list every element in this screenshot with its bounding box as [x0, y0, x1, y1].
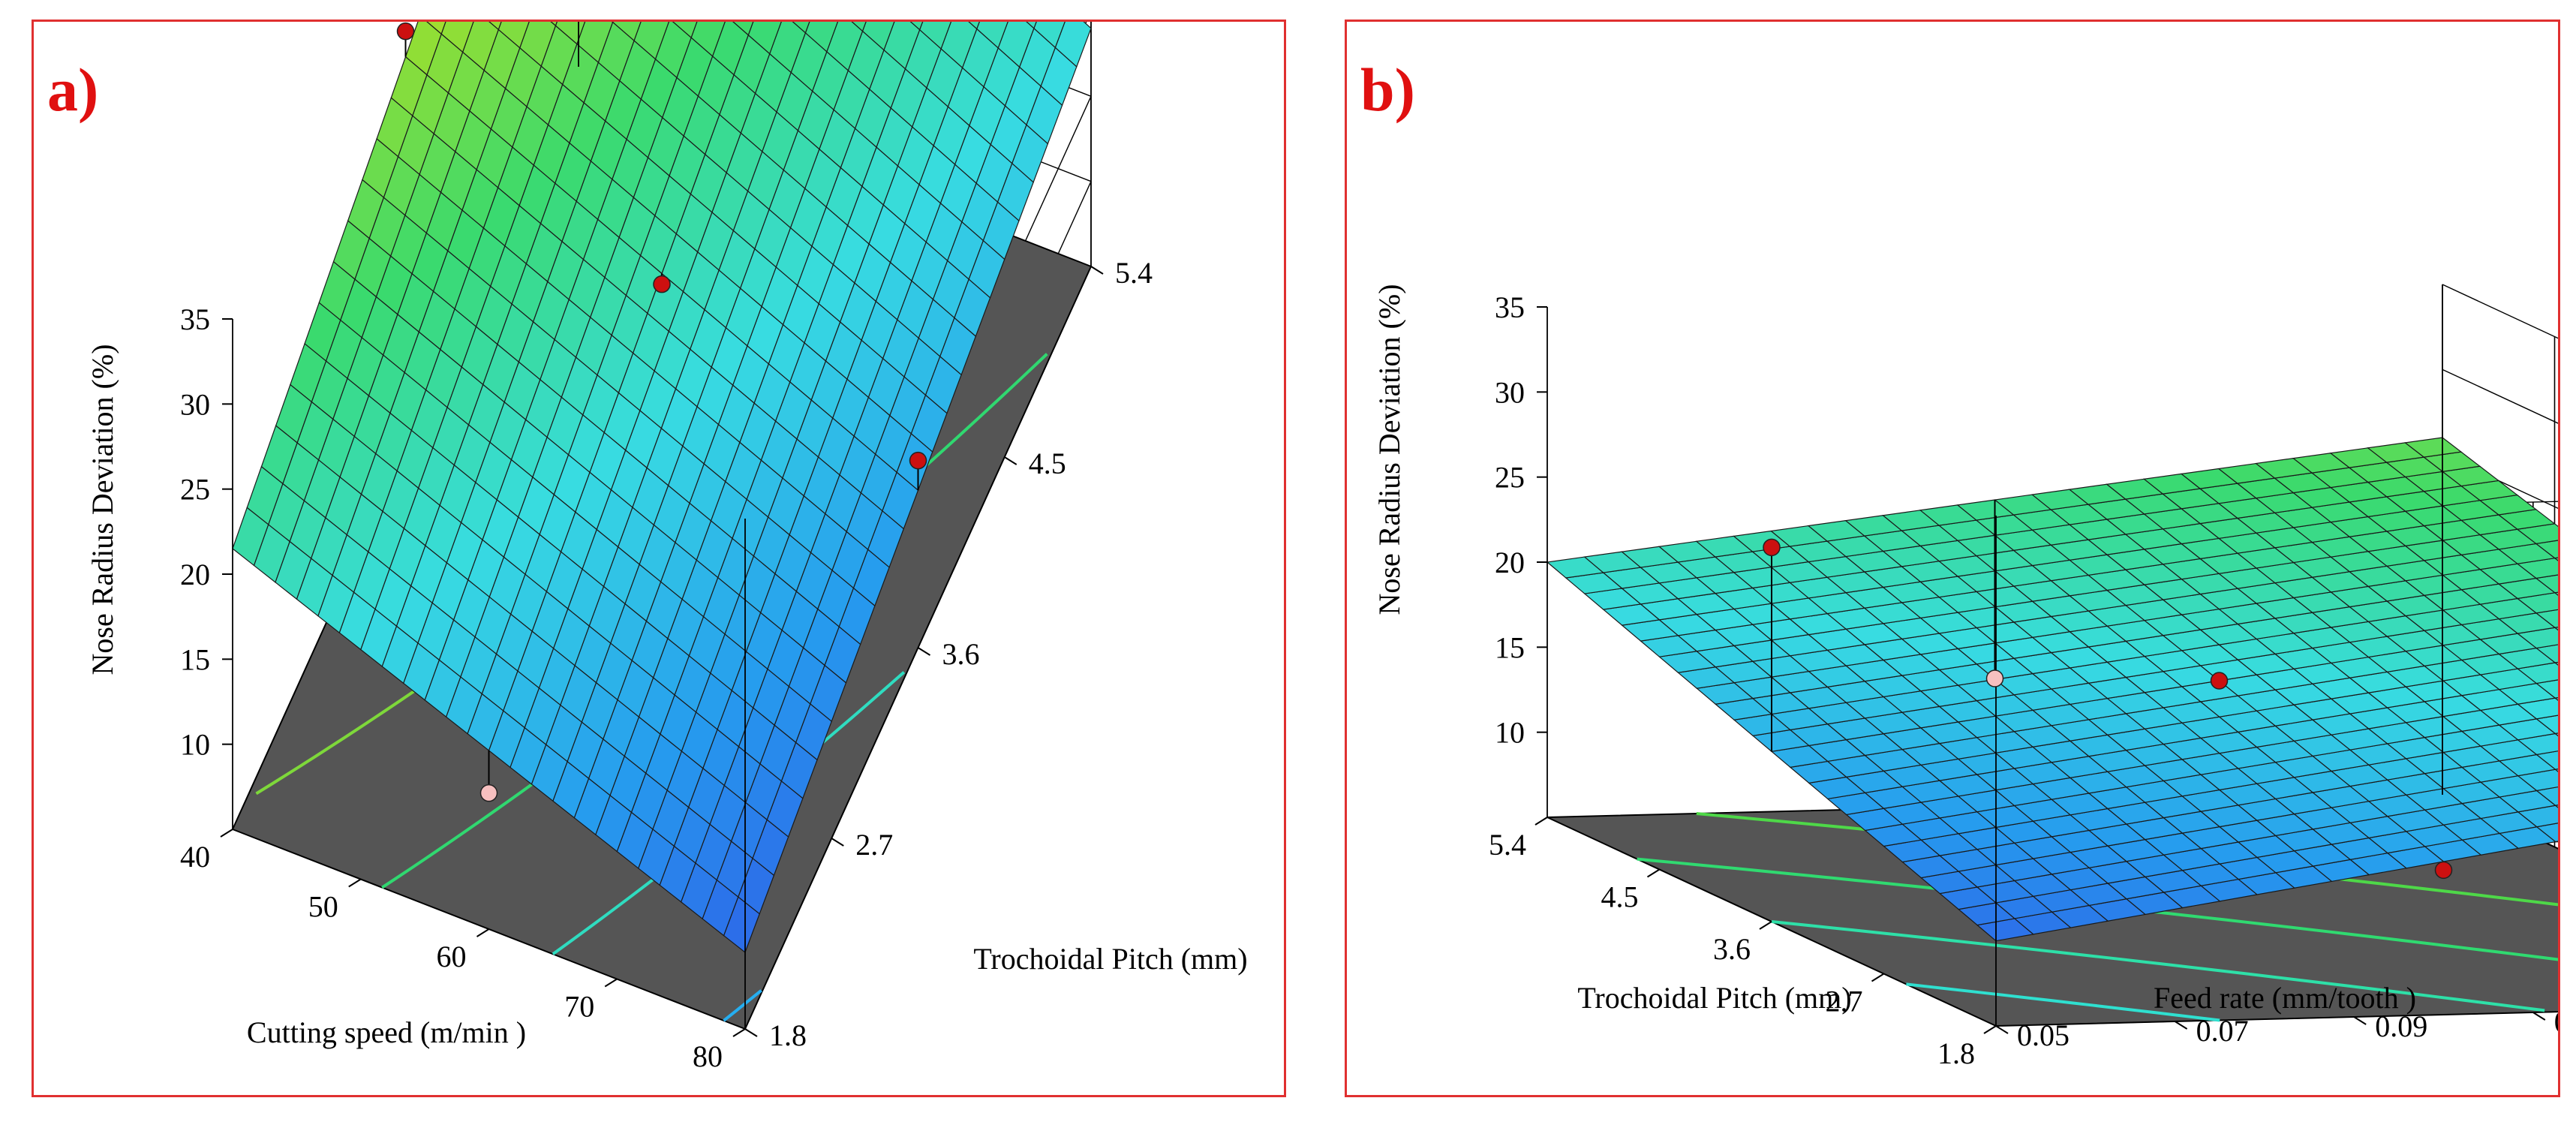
y-tick-mark — [744, 1028, 758, 1037]
x-tick-label: 80 — [693, 1039, 723, 1073]
surface-plot-b: 10 15 20 25 30 35 5.4 4.5 3.6 2.7 1.8 0.05 0.07 0.09 0… — [1360, 56, 2558, 1070]
design-point-below — [1985, 669, 2004, 687]
design-point-above — [2210, 672, 2229, 690]
x-tick-label: 40 — [180, 840, 210, 874]
floor-contour-line — [723, 989, 762, 1022]
x-tick-mark — [348, 878, 362, 888]
panel-label: b) — [1360, 56, 1415, 124]
y-tick-label: 5.4 — [1115, 256, 1153, 290]
z-axis-label: Nose Radius Deviation (%) — [1372, 284, 1406, 615]
z-tick-label: 30 — [180, 387, 210, 421]
x-tick-label: 5.4 — [1489, 828, 1526, 862]
y-tick-mark — [2532, 1012, 2546, 1021]
y-tick-mark — [831, 838, 844, 847]
y-axis-label: Trochoidal Pitch (mm) — [973, 942, 1247, 976]
x-tick-label: 2.7 — [1826, 985, 1863, 1018]
y-tick-label: 0.09 — [2375, 1009, 2427, 1043]
y-tick-mark — [1090, 266, 1104, 275]
y-tick-label: 1.8 — [769, 1018, 807, 1052]
x-tick-label: 3.6 — [1713, 932, 1751, 966]
x-tick-mark — [732, 1028, 746, 1037]
y-tick-mark — [1995, 1025, 2009, 1034]
design-point-above — [653, 275, 671, 293]
floor-contour-line — [1771, 920, 2545, 1012]
x-tick-mark — [1534, 817, 1548, 826]
design-point-above — [1763, 538, 1781, 557]
x-tick-mark — [1759, 921, 1772, 930]
floor-contour-line — [1906, 982, 2220, 1022]
floor-contour-line — [1637, 857, 2558, 961]
surface-cell — [1546, 556, 1605, 579]
surface-cell — [232, 507, 269, 567]
z-tick-label: 35 — [1495, 290, 1525, 324]
chart-panel-a: 10 15 20 25 30 35 40 50 60 70 80 1.8 2.7 3.6 4.5 5.4 Cut… — [32, 20, 1286, 1097]
surface-plot-a: 10 15 20 25 30 35 40 50 60 70 80 1.8 2.7 3.6 4.5 5.4 Cut… — [47, 22, 1248, 1073]
y-tick-label: 0.11 — [2554, 1005, 2558, 1039]
design-point-above — [396, 22, 415, 41]
x-tick-label: 4.5 — [1601, 880, 1639, 914]
chart-panel-b: 10 15 20 25 30 35 5.4 4.5 3.6 2.7 1.8 0.05 0.07 0.09 0… — [1345, 20, 2560, 1097]
design-point-above — [2434, 861, 2453, 880]
y-tick-mark — [2353, 1016, 2367, 1025]
x-tick-label: 50 — [308, 890, 338, 924]
wall-grid-line — [2442, 454, 2558, 510]
z-tick-label: 25 — [180, 473, 210, 507]
y-tick-mark — [917, 647, 931, 656]
y-tick-mark — [1004, 456, 1017, 465]
x-tick-label: 70 — [564, 990, 594, 1024]
x-axis-label: Cutting speed (m/min ) — [247, 1015, 526, 1049]
x-tick-mark — [1646, 868, 1661, 878]
z-tick-label: 35 — [180, 302, 210, 336]
x-tick-mark — [604, 978, 618, 988]
x-tick-mark — [1983, 1025, 1997, 1034]
z-tick-label: 10 — [180, 728, 210, 762]
x-tick-mark — [220, 829, 233, 838]
panel-label: a) — [47, 56, 98, 124]
y-tick-label: 0.05 — [2017, 1018, 2070, 1052]
y-tick-label: 4.5 — [1029, 447, 1066, 480]
y-axis-label: Feed rate (mm/tooth ) — [2154, 981, 2416, 1015]
design-point-above — [909, 451, 927, 470]
y-tick-label: 2.7 — [855, 828, 893, 862]
z-tick-label: 20 — [1495, 546, 1525, 579]
x-tick-mark — [476, 928, 490, 937]
z-tick-label: 15 — [1495, 630, 1525, 664]
z-tick-label: 10 — [1495, 716, 1525, 750]
y-tick-label: 3.6 — [942, 637, 980, 671]
wall-grid-line — [2442, 284, 2558, 339]
z-tick-label: 20 — [180, 558, 210, 591]
x-axis-label: Trochoidal Pitch (mm) — [1577, 981, 1851, 1015]
y-tick-mark — [2175, 1021, 2188, 1030]
y-tick-label: 0.07 — [2196, 1014, 2249, 1048]
x-tick-mark — [1871, 973, 1885, 982]
design-point-below — [479, 784, 498, 802]
x-tick-label: 60 — [437, 940, 467, 973]
surface-mesh — [1546, 437, 2558, 942]
z-tick-label: 15 — [180, 642, 210, 676]
z-axis-label: Nose Radius Deviation (%) — [86, 344, 119, 675]
z-tick-label: 25 — [1495, 461, 1525, 495]
x-tick-label: 1.8 — [1937, 1036, 1975, 1070]
wall-grid-line — [2442, 368, 2558, 424]
z-tick-label: 30 — [1495, 375, 1525, 409]
